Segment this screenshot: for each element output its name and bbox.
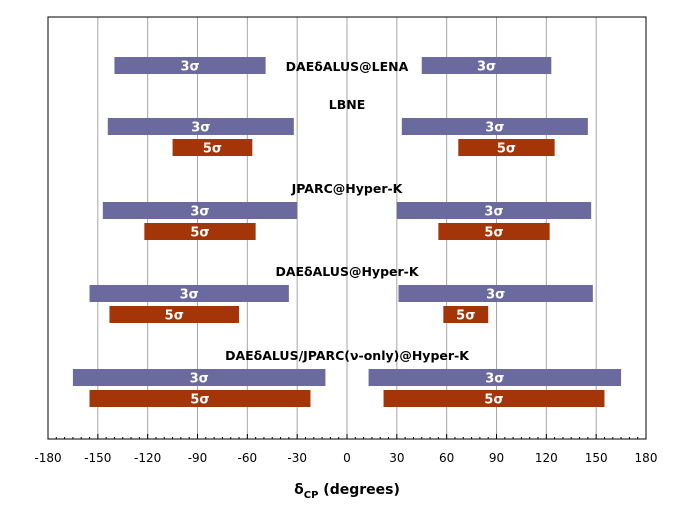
bar-5sigma bbox=[438, 223, 550, 240]
bar-5sigma bbox=[144, 223, 256, 240]
x-tick-label: 30 bbox=[389, 451, 404, 465]
x-tick-label: 60 bbox=[439, 451, 454, 465]
x-tick-label: 150 bbox=[585, 451, 608, 465]
bar-sigma-label: 3σ bbox=[190, 372, 209, 387]
x-tick-label: -60 bbox=[238, 451, 258, 465]
bar-sigma-label: 3σ bbox=[485, 372, 504, 387]
x-tick-label: -180 bbox=[34, 451, 61, 465]
bar-sigma-label: 5σ bbox=[190, 393, 209, 408]
bar-5sigma bbox=[109, 306, 240, 323]
experiment-label: LBNE bbox=[329, 97, 366, 112]
experiment-label: DAEδALUS@Hyper-K bbox=[275, 264, 419, 279]
bar-3sigma bbox=[72, 369, 326, 386]
x-tick-label: -90 bbox=[188, 451, 208, 465]
x-axis-title-sub: CP bbox=[304, 490, 319, 501]
bar-sigma-label: 5σ bbox=[456, 309, 475, 324]
experiment-label: DAEδALUS@LENA bbox=[286, 59, 409, 74]
x-tick-label: -30 bbox=[287, 451, 307, 465]
bar-5sigma bbox=[443, 306, 489, 323]
bar-3sigma bbox=[401, 118, 588, 135]
bar-sigma-label: 3σ bbox=[486, 288, 505, 303]
bar-sigma-label: 3σ bbox=[191, 121, 210, 136]
bar-sigma-label: 3σ bbox=[180, 288, 199, 303]
bar-5sigma bbox=[89, 390, 311, 407]
bar-3sigma bbox=[396, 202, 592, 219]
bar-sigma-label: 5σ bbox=[203, 142, 222, 157]
bar-3sigma bbox=[114, 57, 266, 74]
x-tick-label: 120 bbox=[535, 451, 558, 465]
x-axis-title-main: δ bbox=[294, 482, 304, 498]
bar-3sigma bbox=[107, 118, 294, 135]
bar-sigma-label: 5σ bbox=[497, 142, 516, 157]
experiment-label: DAEδALUS/JPARC(ν-only)@Hyper-K bbox=[225, 348, 470, 363]
bar-sigma-label: 5σ bbox=[484, 393, 503, 408]
bar-sigma-label: 5σ bbox=[165, 309, 184, 324]
bar-sigma-label: 3σ bbox=[477, 60, 496, 75]
x-tick-label: 180 bbox=[635, 451, 658, 465]
bar-5sigma bbox=[172, 139, 253, 156]
bar-3sigma bbox=[368, 369, 622, 386]
experiment-label: JPARC@Hyper-K bbox=[291, 181, 404, 196]
bar-3sigma bbox=[398, 285, 593, 302]
x-axis-title: δCP (degrees) bbox=[294, 482, 400, 501]
bars: 3σ 3σ 3σ 3σ 5σ 5σ 3σ 3σ 5σ 5σ 3σ 3σ 5σ 5σ 3σ 3σ 5σ 5σ bbox=[72, 57, 622, 408]
x-axis: -180 -150 -120 -90 -60 -30 0 30 60 90 120 150 180 bbox=[34, 434, 657, 465]
bar-sigma-label: 3σ bbox=[485, 121, 504, 136]
bar-sigma-label: 3σ bbox=[190, 205, 209, 220]
bar-3sigma bbox=[89, 285, 289, 302]
bar-3sigma bbox=[102, 202, 298, 219]
x-tick-label: 90 bbox=[489, 451, 504, 465]
bar-sigma-label: 3σ bbox=[484, 205, 503, 220]
x-tick-label: -150 bbox=[84, 451, 111, 465]
bar-5sigma bbox=[383, 390, 605, 407]
x-tick-label: -120 bbox=[134, 451, 161, 465]
bar-5sigma bbox=[458, 139, 555, 156]
x-tick-label: 0 bbox=[343, 451, 351, 465]
bar-3sigma bbox=[421, 57, 552, 74]
bar-sigma-label: 5σ bbox=[190, 226, 209, 241]
bar-sigma-label: 5σ bbox=[484, 226, 503, 241]
x-axis-title-rest: (degrees) bbox=[318, 482, 399, 498]
experiment-labels: DAEδALUS@LENA LBNE JPARC@Hyper-K DAEδALUS@H… bbox=[225, 59, 470, 363]
bar-sigma-label: 3σ bbox=[180, 60, 199, 75]
